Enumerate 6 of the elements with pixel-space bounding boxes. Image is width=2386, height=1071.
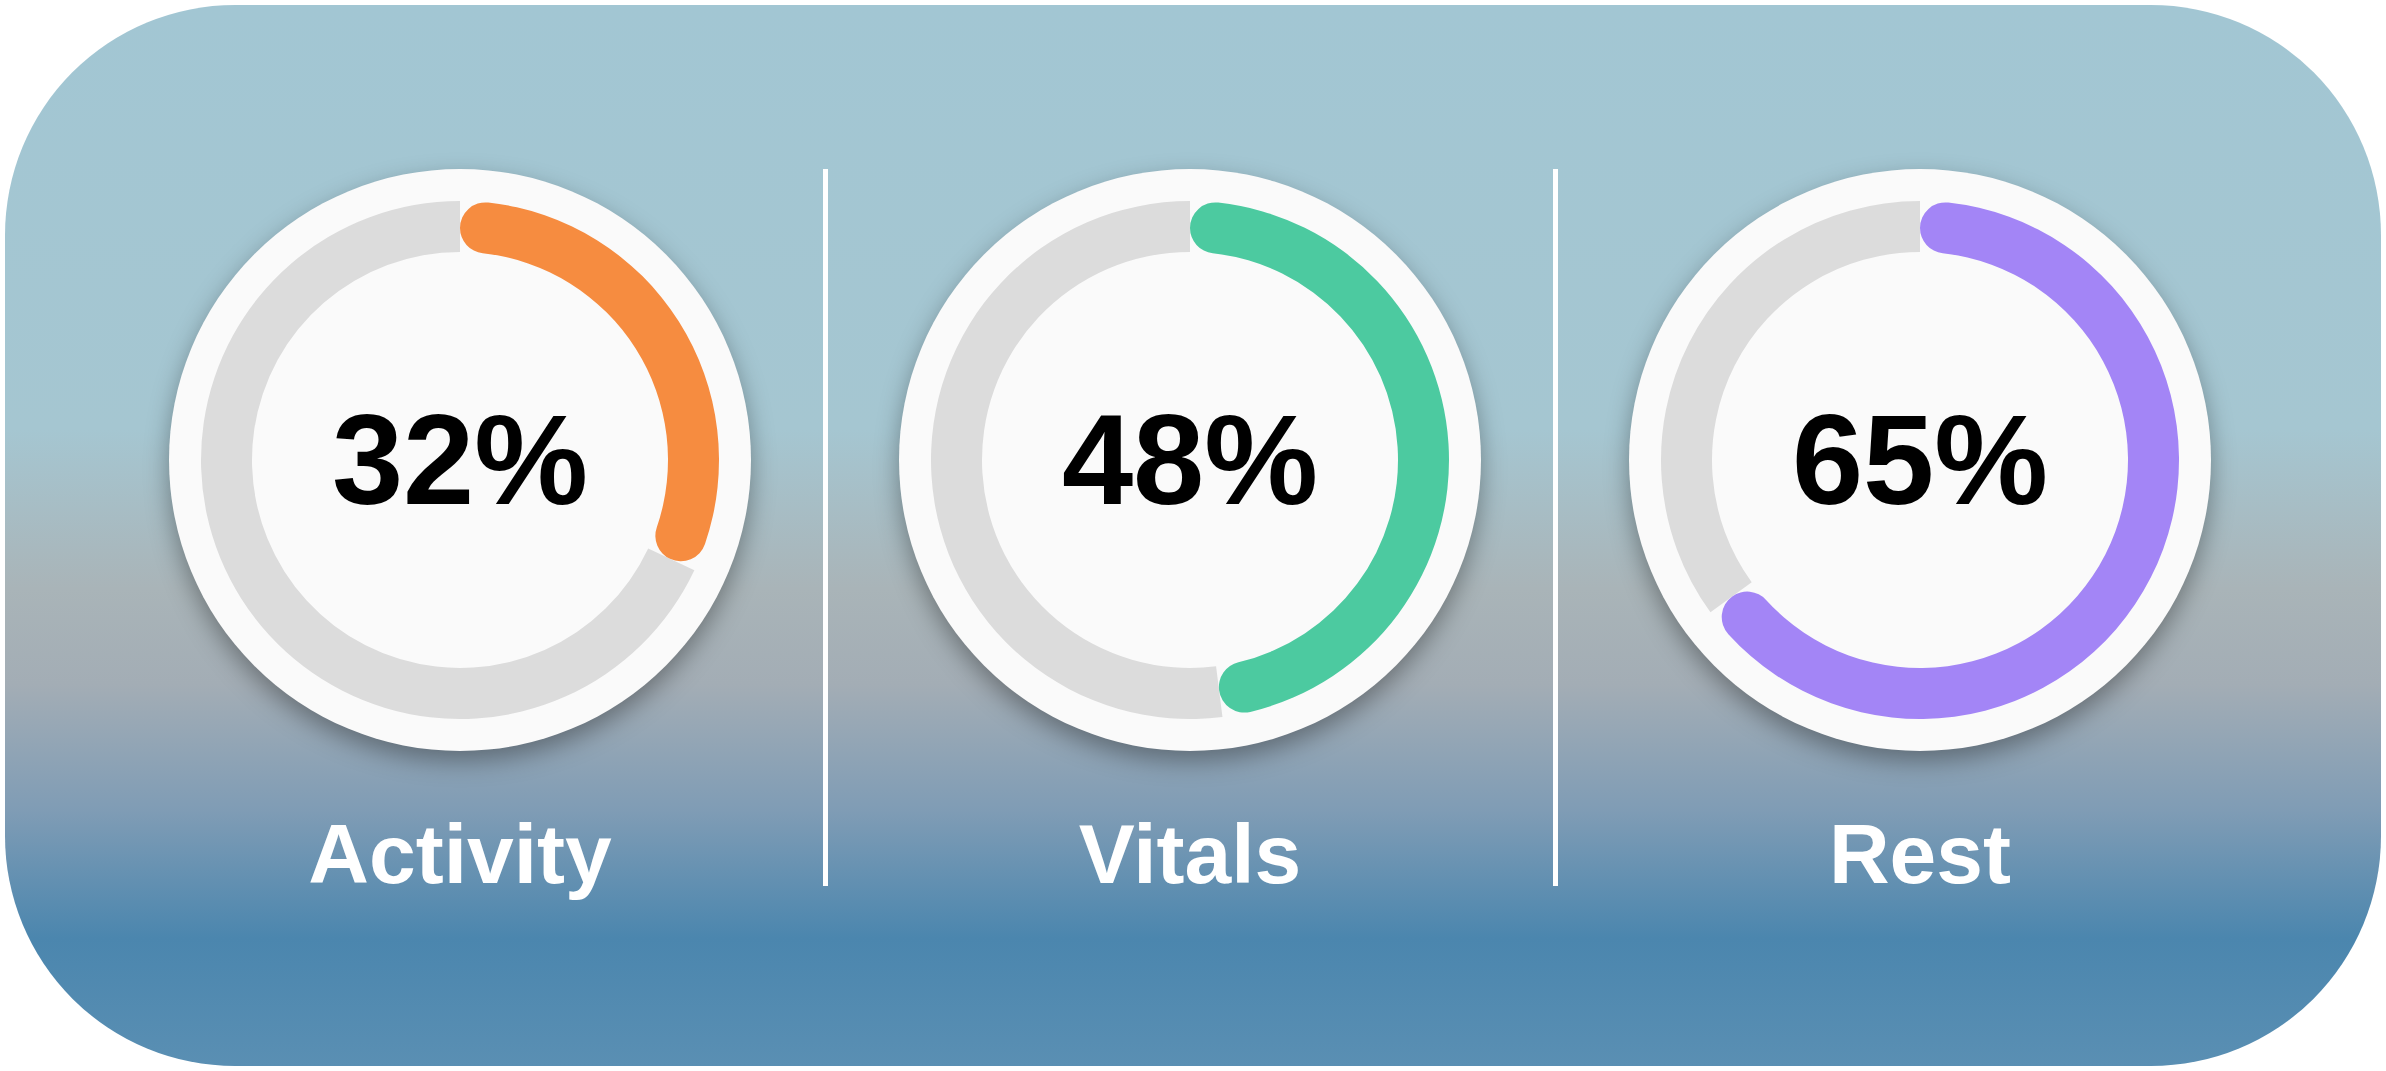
text: Activity xyxy=(307,806,613,903)
data-label: 65% xyxy=(1790,387,2050,533)
data-label: 32% xyxy=(330,387,590,533)
text: Rest xyxy=(1827,806,2013,903)
text: Vitals xyxy=(1077,806,1303,903)
data-label: 48% xyxy=(1060,387,1320,533)
